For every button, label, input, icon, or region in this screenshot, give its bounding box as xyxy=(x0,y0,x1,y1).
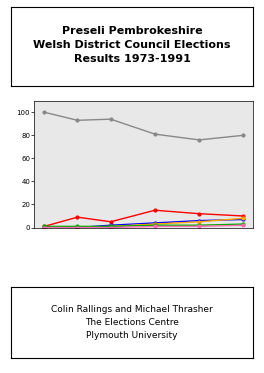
Text: Colin Rallings and Michael Thrasher
The Elections Centre
Plymouth University: Colin Rallings and Michael Thrasher The … xyxy=(51,305,213,340)
Text: Preseli Pembrokeshire
Welsh District Council Elections
Results 1973-1991: Preseli Pembrokeshire Welsh District Cou… xyxy=(33,26,231,64)
